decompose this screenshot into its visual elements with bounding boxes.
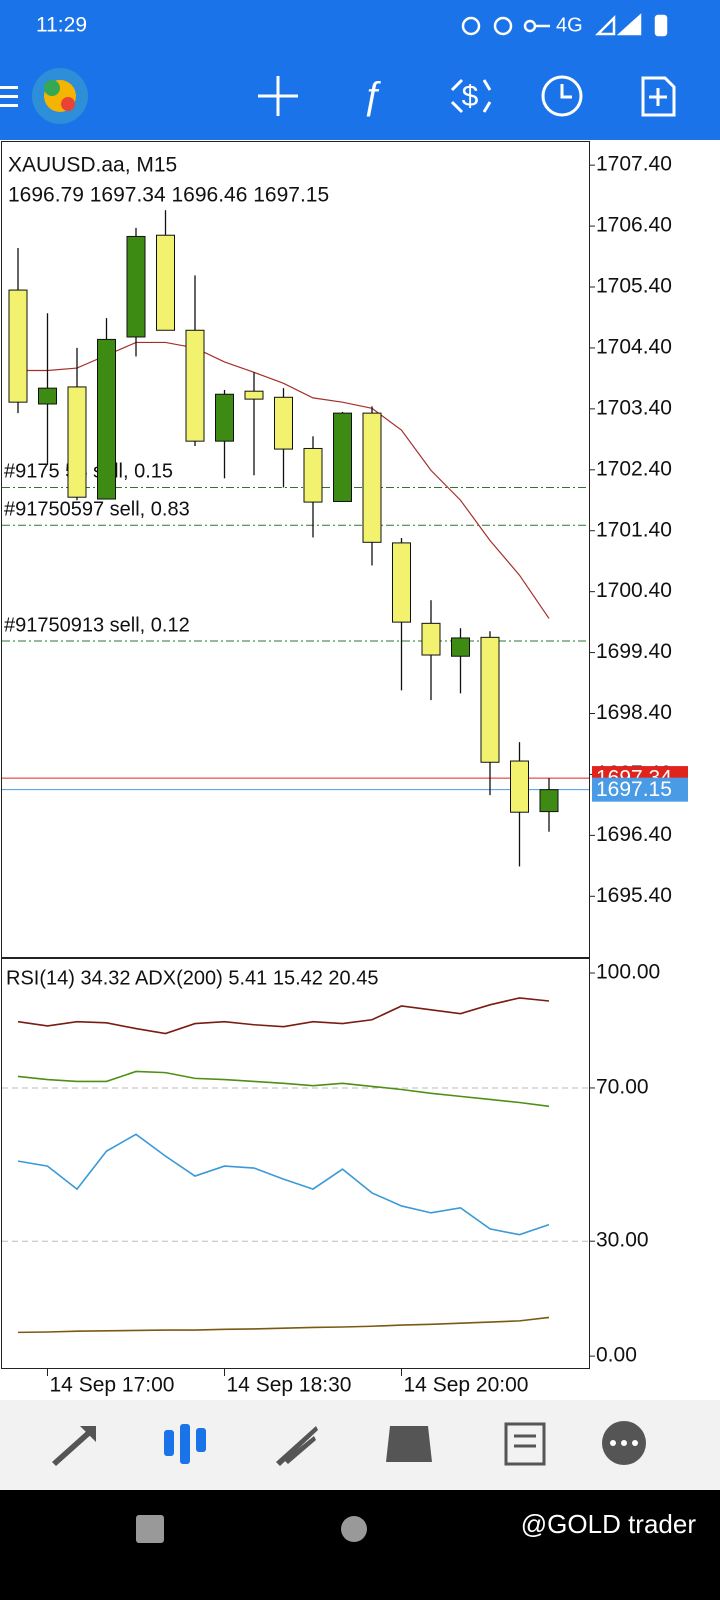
app-bar (0, 0, 720, 140)
history-tab[interactable] (386, 1426, 432, 1462)
y-tick-label: 1707.40 (596, 153, 672, 176)
candle-body (362, 412, 382, 543)
indicators-button[interactable]: ƒ (361, 75, 382, 118)
indicator-panel (1, 958, 590, 1369)
status-network: 4G (556, 14, 583, 36)
chart-tab[interactable] (164, 1424, 206, 1464)
candle-body (303, 447, 323, 503)
app-logo[interactable] (32, 68, 88, 124)
status-time: 11:29 (36, 14, 87, 37)
watermark: @GOLD trader (521, 1509, 697, 1539)
y-tick-label: 1699.40 (596, 640, 672, 663)
candle-body (451, 637, 470, 657)
order-label: #91750597 sell, 0.83 (4, 499, 190, 521)
order-label: #9175 54 sell, 0.15 (4, 461, 173, 483)
candle-body (539, 789, 559, 813)
ohlc-label: 1696.79 1697.34 1696.46 1697.15 (8, 184, 329, 207)
recents-button[interactable] (136, 1515, 164, 1543)
candle-body (421, 622, 441, 656)
y-tick-label: 1700.40 (596, 579, 672, 602)
candle-body (156, 234, 175, 331)
y-tick-label: 1704.40 (596, 335, 672, 358)
candle-body (510, 760, 529, 813)
chat-tab[interactable] (602, 1421, 646, 1465)
candle-body (38, 387, 57, 405)
plot-layer: 1695.401696.401697.401698.401699.401700.… (2, 153, 688, 1397)
x-tick-label: 14 Sep 20:00 (404, 1374, 529, 1397)
x-tick-label: 14 Sep 17:00 (50, 1374, 175, 1397)
symbols-button[interactable]: $ (450, 78, 492, 114)
home-button[interactable] (341, 1516, 367, 1542)
indicator-line (17, 997, 550, 1035)
candle-body (185, 329, 205, 442)
y-tick-label: 100.00 (596, 961, 660, 984)
candle-body (244, 390, 264, 400)
candle-body (97, 338, 116, 500)
indicator-line (17, 1070, 550, 1108)
indicator-title: RSI(14) 34.32 ADX(200) 5.41 15.42 20.45 (6, 967, 378, 989)
y-tick-label: 1701.40 (596, 518, 672, 541)
x-tick-label: 14 Sep 18:30 (227, 1374, 352, 1397)
candle-body (215, 393, 234, 442)
candle-body (333, 412, 352, 502)
order-label: #91750913 sell, 0.12 (4, 614, 190, 636)
svg-text:$: $ (462, 80, 479, 113)
menu-button[interactable] (0, 86, 18, 107)
candle-body (8, 289, 28, 403)
indicator-line (17, 1316, 550, 1334)
bottom-nav (0, 1400, 720, 1490)
y-tick-label: 1696.40 (596, 823, 672, 846)
system-nav (0, 1490, 720, 1600)
news-tab[interactable] (504, 1422, 546, 1466)
candle-body (392, 542, 411, 623)
y-tick-label: 70.00 (596, 1076, 649, 1099)
y-tick-label: 1698.40 (596, 701, 672, 724)
bid-label: 1697.15 (596, 778, 672, 801)
status-icons (461, 13, 668, 37)
candle-body (274, 396, 293, 450)
y-tick-label: 1702.40 (596, 457, 672, 480)
indicator-line (17, 1133, 550, 1236)
timeframe-button[interactable] (541, 75, 583, 117)
bid-tag (592, 777, 688, 802)
y-tick-label: 1706.40 (596, 214, 672, 237)
trade-tab[interactable] (276, 1426, 318, 1466)
candle-body (67, 386, 87, 498)
objects-button[interactable] (641, 76, 676, 117)
crosshair-button[interactable] (258, 76, 298, 116)
price-panel (1, 141, 590, 958)
y-tick-label: 1705.40 (596, 275, 672, 298)
candle-body (480, 636, 500, 763)
chart-title: XAUUSD.aa, M15 (8, 154, 177, 177)
y-tick-label: 1703.40 (596, 396, 672, 419)
y-tick-label: 0.00 (596, 1344, 637, 1367)
y-tick-label: 1695.40 (596, 884, 672, 907)
quotes-tab[interactable] (52, 1426, 96, 1466)
nav-icons (52, 1421, 646, 1466)
y-tick-label: 30.00 (596, 1229, 649, 1252)
candle-body (126, 235, 146, 338)
